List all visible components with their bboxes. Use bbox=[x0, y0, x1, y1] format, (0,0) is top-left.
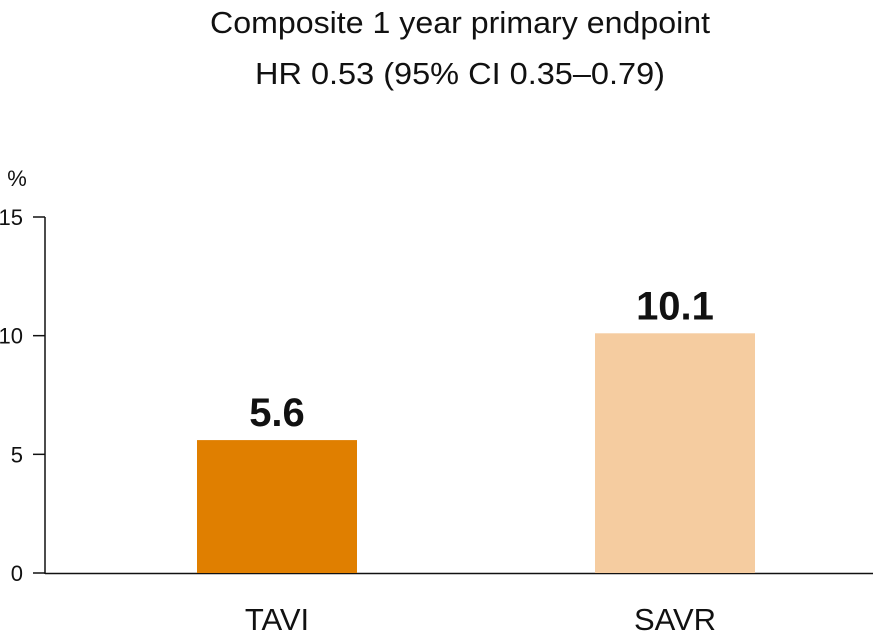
chart-title: Composite 1 year primary endpoint bbox=[210, 5, 710, 40]
y-tick-label: 5 bbox=[11, 442, 23, 467]
chart-subtitle: HR 0.53 (95% CI 0.35–0.79) bbox=[255, 56, 665, 91]
y-tick-label: 10 bbox=[0, 324, 23, 349]
bar-savr bbox=[595, 333, 755, 573]
x-tick-label: TAVI bbox=[245, 602, 309, 637]
data-label: 10.1 bbox=[636, 284, 714, 328]
y-tick-label: 0 bbox=[11, 561, 23, 586]
x-tick-label: SAVR bbox=[634, 602, 716, 637]
data-label: 5.6 bbox=[249, 391, 305, 435]
bar-tavi bbox=[197, 440, 357, 573]
y-axis-label: % bbox=[7, 166, 27, 191]
y-tick-label: 15 bbox=[0, 205, 23, 230]
